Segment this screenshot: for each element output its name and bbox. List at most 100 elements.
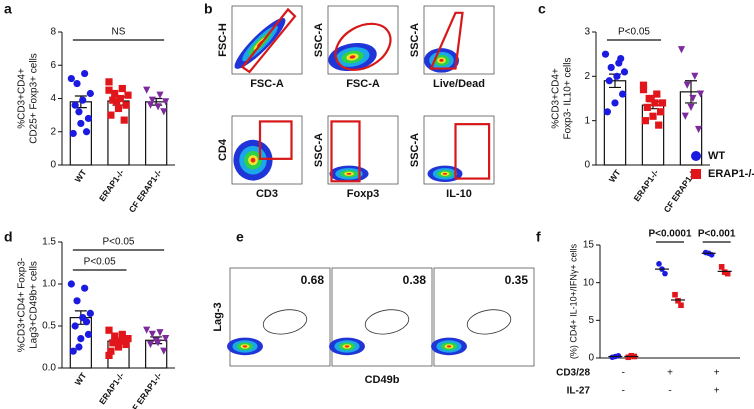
data-point <box>82 318 91 326</box>
y-axis-label: %CD3+CD4+ <box>551 68 562 129</box>
x-tick-label: WT <box>607 167 623 184</box>
x-axis-label: FSC-A <box>346 78 380 90</box>
data-point <box>116 94 124 103</box>
panel-letter: a <box>4 1 12 17</box>
y-axis-label: CD4 <box>217 138 229 161</box>
y-axis-label: SSC-A <box>313 133 325 167</box>
condition-value: + <box>714 368 720 379</box>
legend-marker <box>691 151 701 161</box>
data-point <box>120 116 128 124</box>
condition-value: + <box>714 386 720 397</box>
data-point <box>601 50 610 58</box>
gate-value: 0.38 <box>403 273 427 287</box>
data-point <box>143 326 151 334</box>
data-point <box>160 347 168 355</box>
data-point <box>625 354 632 361</box>
gate <box>454 123 491 180</box>
data-point <box>84 330 93 338</box>
data-point <box>148 96 156 104</box>
y-axis-label: (%) CD4+ IL-10+/IFNγ+ cells <box>568 243 578 359</box>
data-point <box>79 96 87 104</box>
data-point <box>619 90 627 98</box>
flow-plot <box>431 337 467 356</box>
y-axis-label: FSC-H <box>217 23 229 57</box>
data-point <box>620 68 629 76</box>
y-axis-label: SSC-A <box>409 23 421 57</box>
condition-label: IL-27 <box>567 386 591 397</box>
panel-letter: b <box>204 1 213 17</box>
density-blob <box>442 172 448 175</box>
data-point <box>156 91 164 99</box>
data-point <box>86 309 94 317</box>
data-point <box>67 74 75 83</box>
data-point <box>672 291 678 298</box>
data-point <box>162 335 170 343</box>
gate-shape <box>258 120 293 160</box>
legend-marker <box>691 169 701 179</box>
data-point <box>724 270 731 277</box>
flow-plot <box>329 337 365 356</box>
data-point <box>67 280 75 288</box>
y-tick-label: 5 <box>588 315 594 326</box>
data-point <box>162 98 170 106</box>
condition-value: - <box>668 386 671 397</box>
y-tick-label: 0 <box>588 353 594 364</box>
data-point <box>77 119 85 128</box>
data-point <box>603 108 612 116</box>
gate-shape <box>429 11 464 70</box>
data-point <box>105 86 113 94</box>
gate <box>466 309 512 335</box>
data-point <box>116 337 124 345</box>
data-point <box>721 269 728 275</box>
data-point <box>657 108 665 116</box>
x-tick-label: ERAP1-/- <box>631 168 660 204</box>
data-point <box>73 297 81 305</box>
y-tick-label: 1 <box>584 115 590 126</box>
data-point <box>687 103 695 111</box>
density-blob <box>439 58 444 62</box>
x-tick-label: CF ERAP1-/- <box>127 168 164 215</box>
bracket-label: P<0.001 <box>698 229 736 240</box>
data-point <box>82 128 91 136</box>
y-tick-label: 8 <box>50 27 56 38</box>
data-point <box>647 94 655 103</box>
gate <box>240 7 297 74</box>
condition-value: - <box>622 386 625 397</box>
gate <box>429 11 464 70</box>
data-point <box>71 101 79 109</box>
data-point <box>651 99 659 107</box>
data-point <box>111 89 119 98</box>
y-axis-label: CD25+ Foxp3+ cells <box>29 53 40 144</box>
y-axis-label: %CD3+CD4+ Foxp3- <box>17 258 28 352</box>
data-point <box>678 302 684 309</box>
data-point <box>160 108 168 116</box>
data-point <box>148 330 156 338</box>
flow-plot <box>427 165 463 182</box>
x-axis-label: Foxp3 <box>347 188 379 200</box>
data-point <box>69 347 77 355</box>
data-point <box>75 108 83 116</box>
gate-shape <box>454 123 491 180</box>
data-point <box>124 335 132 343</box>
gate-shape <box>240 7 297 74</box>
data-point <box>675 297 681 304</box>
data-point <box>118 84 126 93</box>
x-axis-label: FSC-A <box>250 78 284 90</box>
data-point <box>628 352 635 359</box>
error-bar <box>685 80 697 104</box>
data-point <box>105 351 113 359</box>
data-point <box>122 101 130 109</box>
x-tick-label: ERAP1-/- <box>97 371 126 407</box>
x-axis-label: CD3 <box>256 188 278 200</box>
flow-plot <box>233 139 273 181</box>
y-tick-label: 1.5 <box>42 237 56 248</box>
panel-letter: c <box>538 1 546 17</box>
data-point <box>71 322 79 330</box>
y-tick-label: 1.0 <box>42 279 56 290</box>
data-point <box>617 55 625 63</box>
bracket-label: NS <box>112 27 126 38</box>
data-point <box>683 81 691 89</box>
data-point <box>658 99 667 107</box>
gate-shape <box>334 22 392 71</box>
gate <box>330 120 361 183</box>
